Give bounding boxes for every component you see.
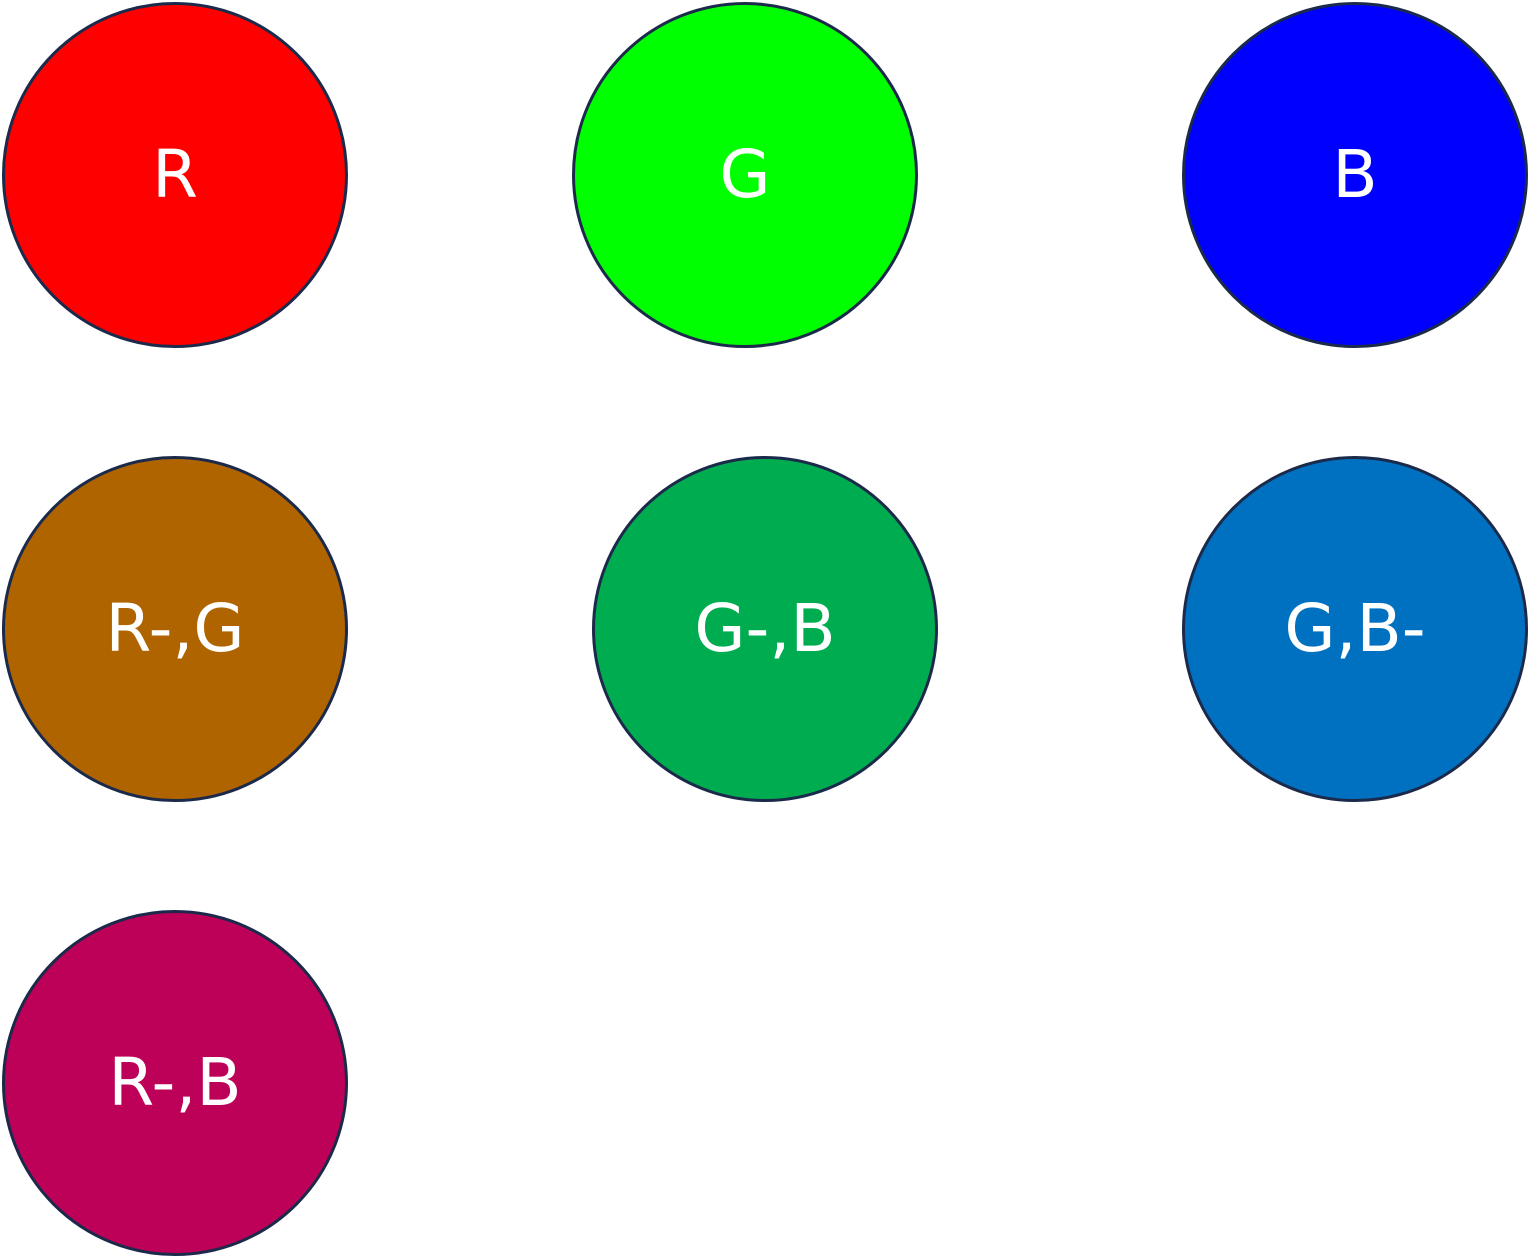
circle-r: R: [2, 2, 348, 348]
circle-g-minus-b: G-,B: [592, 456, 938, 802]
circle-g-b-minus: G,B-: [1182, 456, 1528, 802]
circle-label: R: [152, 136, 198, 213]
circle-label: R-,G: [105, 590, 245, 667]
circle-label: G-,B: [694, 590, 836, 667]
circle-g: G: [572, 2, 918, 348]
circle-label: B: [1332, 136, 1378, 213]
circle-label: G: [719, 136, 771, 213]
circle-b: B: [1182, 2, 1528, 348]
circle-r-minus-b: R-,B: [2, 910, 348, 1256]
circle-label: G,B-: [1284, 590, 1426, 667]
circle-label: R-,B: [108, 1044, 242, 1121]
circle-r-minus-g: R-,G: [2, 456, 348, 802]
